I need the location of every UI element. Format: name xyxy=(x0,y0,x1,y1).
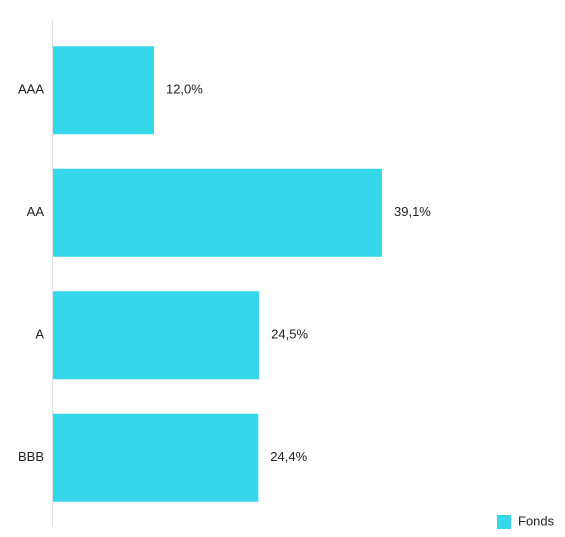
bar xyxy=(53,291,260,380)
bar xyxy=(53,168,382,257)
y-tick-label: AA xyxy=(27,204,45,219)
legend-label: Fonds xyxy=(518,513,555,528)
y-tick-label: AAA xyxy=(18,82,44,97)
data-label: 24,4% xyxy=(270,449,307,464)
bar xyxy=(53,413,259,502)
data-label: 39,1% xyxy=(394,204,431,219)
data-label: 24,5% xyxy=(271,327,308,342)
bar xyxy=(53,46,154,135)
y-tick-label: A xyxy=(35,327,44,342)
data-label: 12,0% xyxy=(166,82,203,97)
y-tick-label: BBB xyxy=(18,449,44,464)
legend-swatch xyxy=(497,515,511,529)
